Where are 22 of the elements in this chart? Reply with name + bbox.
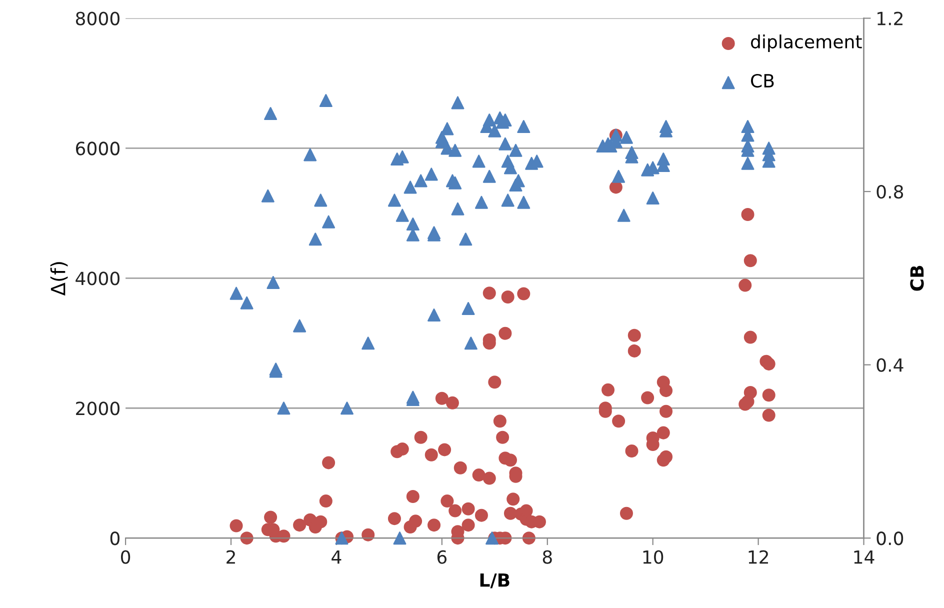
- x-tick-label: 0: [121, 550, 130, 564]
- y2-tick-label: 0.0: [876, 532, 904, 546]
- x-tick-label: 4: [332, 550, 342, 564]
- y2-tick-label: 1.2: [878, 12, 902, 26]
- x-axis-title: L/B: [480, 573, 510, 588]
- y-tick-label: 2000: [76, 402, 120, 416]
- y-tick-label: 6000: [76, 142, 120, 156]
- x-tick-label: 12: [748, 550, 768, 564]
- y-tick-label: 0: [110, 532, 120, 546]
- x-tick-label: 14: [854, 550, 874, 564]
- y2-tick-label: 0.4: [876, 358, 904, 372]
- y-axis-title: Δ(f): [50, 262, 68, 296]
- y2-axis-title: CB: [910, 266, 924, 291]
- x-tick-label: 2: [226, 550, 235, 564]
- x-tick-label: 6: [437, 550, 447, 564]
- y-tick-label: 8000: [76, 12, 120, 26]
- y-tick-label: 4000: [76, 272, 120, 286]
- legend-label: CB: [751, 74, 774, 88]
- x-tick-label: 8: [542, 550, 552, 564]
- legend-label: diplacement: [750, 34, 862, 52]
- x-tick-label: 10: [643, 550, 664, 564]
- y2-tick-label: 0.8: [876, 184, 904, 199]
